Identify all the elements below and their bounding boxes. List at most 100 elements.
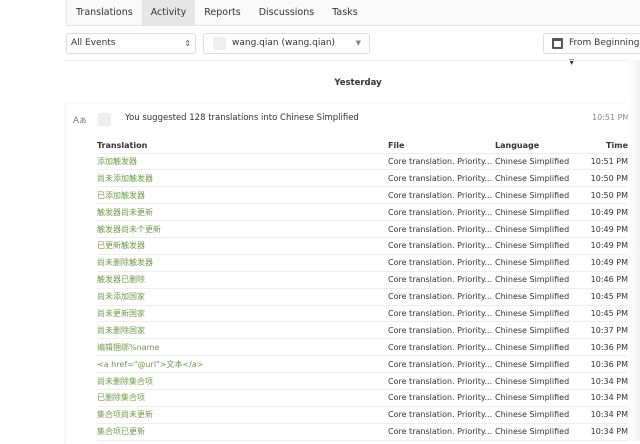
time-cell: 10:34 PM: [583, 423, 628, 441]
language-cell: Chinese Simplified: [495, 389, 584, 407]
time-cell: 10:50 PM: [583, 169, 628, 188]
file-cell: Core translation. Priority...: [388, 237, 495, 255]
time-cell: 10:49 PM: [583, 237, 628, 255]
file-cell: Core translation. Priority...: [388, 423, 495, 441]
translation-cell[interactable]: 已删除集合项: [97, 389, 388, 407]
file-cell: Core translation. Priority...: [388, 305, 495, 323]
tab-tasks[interactable]: Tasks: [332, 7, 358, 18]
file-cell: Core translation. Priority...: [388, 254, 495, 272]
caret-down-icon: ▼: [569, 58, 575, 66]
table-row: 编辑捆绑%name Core translation. Priority... Ch…: [97, 338, 628, 357]
date-range-button[interactable]: From Beginning ▼: [543, 33, 640, 66]
file-cell: Core translation. Priority...: [388, 288, 495, 306]
language-cell: Chinese Simplified: [495, 153, 584, 171]
language-cell: Chinese Simplified: [495, 406, 584, 424]
language-cell: Chinese Simplified: [495, 203, 584, 222]
file-cell: Core translation. Priority...: [388, 169, 495, 188]
file-cell: Core translation. Priority...: [388, 271, 495, 289]
language-cell: Chinese Simplified: [495, 169, 584, 188]
chevron-down-icon: ▼: [355, 39, 361, 47]
time-cell: 10:34 PM: [583, 406, 628, 424]
date-range-label: From Beginning: [569, 38, 640, 48]
translation-cell[interactable]: 添加触发器: [97, 153, 388, 171]
translation-cell[interactable]: 尚未添加触发器: [97, 169, 388, 188]
table-row: 已删除集合项 Core translation. Priority... Chine…: [97, 389, 628, 407]
time-cell: 10:36 PM: [583, 338, 628, 357]
file-cell: Core translation. Priority...: [388, 203, 495, 222]
tab-bar: Translations Activity Reports Discussion…: [66, 0, 640, 26]
file-cell: Core translation. Priority...: [388, 186, 495, 205]
activity-summary: You suggested 128 translations into Chin…: [125, 113, 359, 123]
time-cell: 10:46 PM: [583, 271, 628, 289]
language-cell: Chinese Simplified: [495, 321, 584, 340]
activity-header[interactable]: Aあ You suggested 128 translations into C…: [66, 110, 640, 132]
language-cell: Chinese Simplified: [495, 237, 584, 255]
column-header-file: File: [388, 138, 495, 154]
table-row: 尚未添加国家 Core translation. Priority... Chine…: [97, 288, 628, 306]
translation-cell[interactable]: 已添加触发器: [97, 186, 388, 205]
user-filter-dropdown[interactable]: wang.qian (wang.qian) ▼: [203, 33, 370, 54]
time-cell: 10:36 PM: [583, 355, 628, 374]
file-cell: Core translation. Priority...: [388, 153, 495, 171]
avatar: [98, 113, 111, 126]
tab-discussions[interactable]: Discussions: [258, 7, 315, 18]
scroll-shadow: [628, 60, 640, 441]
translation-cell[interactable]: 尚未删除触发器: [97, 254, 388, 272]
time-cell: 10:45 PM: [583, 288, 628, 306]
file-cell: Core translation. Priority...: [388, 355, 495, 374]
time-cell: 10:37 PM: [583, 321, 628, 340]
time-cell: 10:34 PM: [583, 372, 628, 390]
time-cell: 10:50 PM: [583, 186, 628, 205]
column-header-translation: Translation: [97, 138, 388, 154]
table-row: 触发器尚未更新 Core translation. Priority... Chin…: [97, 203, 628, 222]
file-cell: Core translation. Priority...: [388, 321, 495, 340]
table-row: 尚未删除触发器 Core translation. Priority... Chin…: [97, 254, 628, 272]
divider: [66, 60, 640, 61]
translate-icon: Aあ: [73, 116, 87, 126]
time-cell: 10:49 PM: [583, 254, 628, 272]
translation-cell[interactable]: 触发器已删除: [97, 271, 388, 289]
table-row: 触发器已删除 Core translation. Priority... Chine…: [97, 271, 628, 289]
select-arrows-icon: ⇕: [184, 39, 191, 48]
table-row: 集合项已更新 Core translation. Priority... Chine…: [97, 423, 628, 441]
language-cell: Chinese Simplified: [495, 338, 584, 357]
table-row: <a href="@url">文本</a> Core translation. P…: [97, 355, 628, 374]
translation-cell[interactable]: 集合项已更新: [97, 423, 388, 441]
translation-cell[interactable]: 尚未更新国家: [97, 305, 388, 323]
table-row: 集合项尚未更新 Core translation. Priority... Chin…: [97, 406, 628, 424]
language-cell: Chinese Simplified: [495, 355, 584, 374]
tab-activity[interactable]: Activity: [141, 0, 196, 25]
table-row: 尚未删除集合项 Core translation. Priority... Chin…: [97, 372, 628, 390]
tab-translations[interactable]: Translations: [76, 7, 133, 18]
table-row: 尚未添加触发器 Core translation. Priority... Chin…: [97, 169, 628, 188]
translation-cell[interactable]: 编辑捆绑%name: [97, 338, 388, 357]
translation-cell[interactable]: 已更新触发器: [97, 237, 388, 255]
language-cell: Chinese Simplified: [495, 288, 584, 306]
activity-time: 10:51 PM: [592, 113, 630, 122]
user-avatar-icon: [213, 37, 226, 50]
file-cell: Core translation. Priority...: [388, 389, 495, 407]
translation-cell[interactable]: 尚未添加国家: [97, 288, 388, 306]
column-header-language: Language: [495, 138, 584, 154]
time-cell: 10:49 PM: [583, 203, 628, 222]
translation-cell[interactable]: 尚未删除集合项: [97, 372, 388, 390]
calendar-icon: [552, 38, 563, 49]
table-row: 已更新触发器 Core translation. Priority... Chine…: [97, 237, 628, 255]
table-row: 触发器尚未个更新 Core translation. Priority... Chi…: [97, 220, 628, 238]
translation-cell[interactable]: 触发器尚未更新: [97, 203, 388, 222]
translation-cell[interactable]: <a href="@url">文本</a>: [97, 355, 388, 374]
table-row: 添加触发器 Core translation. Priority... Chines…: [97, 153, 628, 171]
tab-reports[interactable]: Reports: [204, 7, 241, 18]
file-cell: Core translation. Priority...: [388, 338, 495, 357]
translation-cell[interactable]: 尚未删除国家: [97, 321, 388, 340]
language-cell: Chinese Simplified: [495, 254, 584, 272]
file-cell: Core translation. Priority...: [388, 372, 495, 390]
table-row: 已添加触发器 Core translation. Priority... Chine…: [97, 186, 628, 205]
translation-cell[interactable]: 集合项尚未更新: [97, 406, 388, 424]
event-filter-select[interactable]: All Events ⇕: [66, 33, 196, 54]
activity-card: Aあ You suggested 128 translations into C…: [66, 104, 640, 444]
day-heading: Yesterday: [334, 78, 382, 88]
translation-cell[interactable]: 触发器尚未个更新: [97, 220, 388, 238]
language-cell: Chinese Simplified: [495, 305, 584, 323]
language-cell: Chinese Simplified: [495, 372, 584, 390]
